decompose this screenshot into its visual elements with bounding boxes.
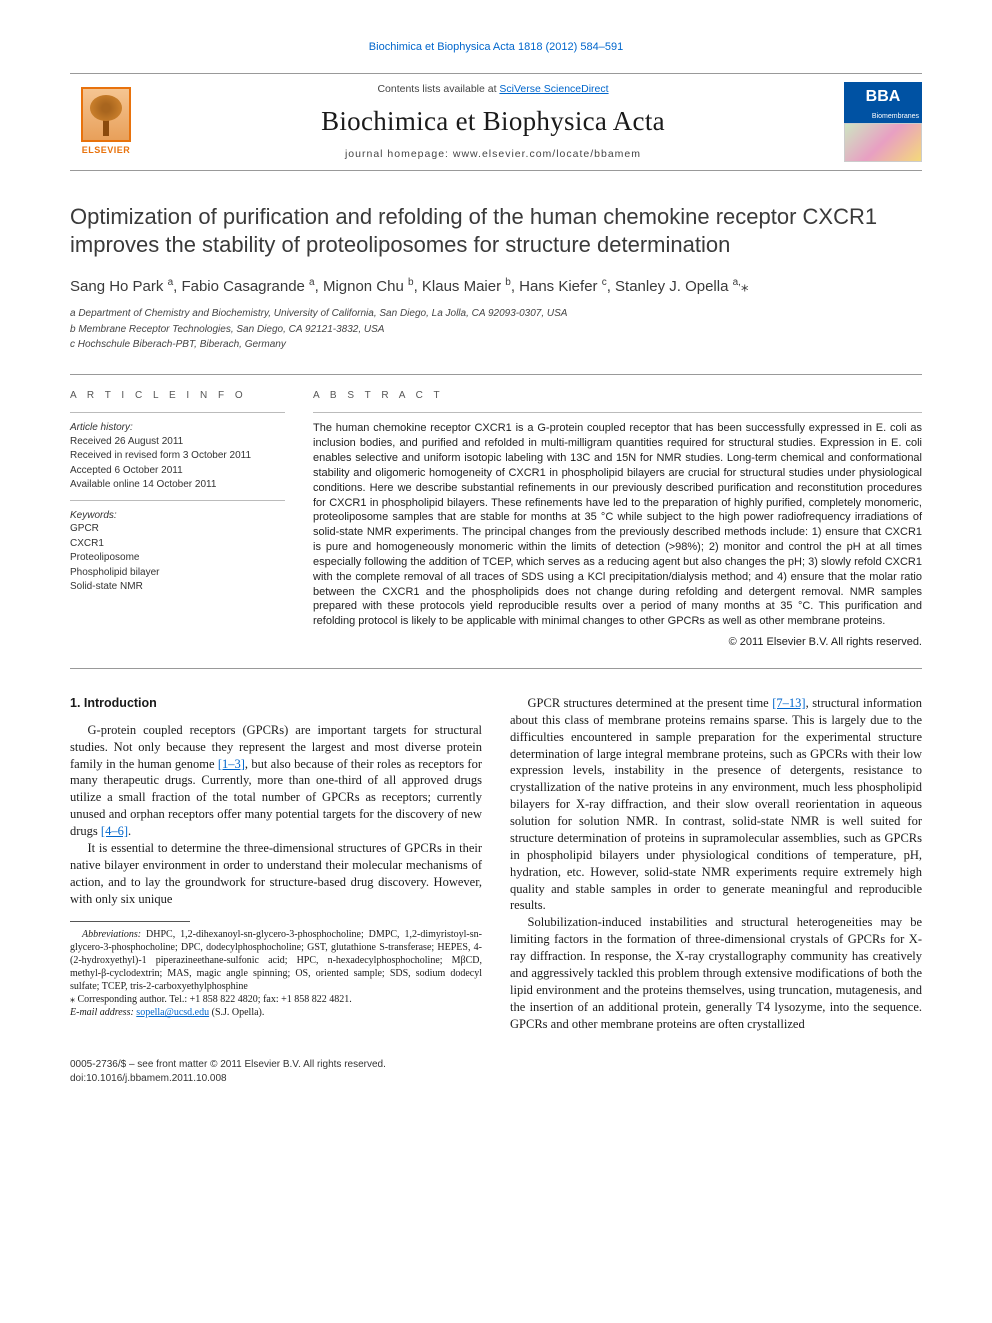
issue-reference[interactable]: Biochimica et Biophysica Acta 1818 (2012… xyxy=(70,40,922,55)
email-tail: (S.J. Opella). xyxy=(209,1007,264,1018)
paragraph: Solubilization-induced instabilities and… xyxy=(510,914,922,1032)
sciverse-link[interactable]: SciVerse ScienceDirect xyxy=(499,83,608,95)
history-item: Accepted 6 October 2011 xyxy=(70,464,285,478)
email-line: E-mail address: sopella@ucsd.edu (S.J. O… xyxy=(70,1006,482,1019)
elsevier-label: ELSEVIER xyxy=(82,144,131,156)
history-label: Article history: xyxy=(70,421,285,435)
email-link[interactable]: sopella@ucsd.edu xyxy=(136,1007,209,1018)
tree-icon xyxy=(81,87,131,142)
email-label: E-mail address: xyxy=(70,1007,136,1018)
info-abstract-row: A R T I C L E I N F O Article history: R… xyxy=(70,374,922,650)
abstract: A B S T R A C T The human chemokine rece… xyxy=(313,389,922,650)
corresponding-author: ⁎ Corresponding author. Tel.: +1 858 822… xyxy=(70,993,482,1006)
footer-doi: doi:10.1016/j.bbamem.2011.10.008 xyxy=(70,1072,922,1086)
journal-title: Biochimica et Biophysica Acta xyxy=(152,103,834,139)
citation-link[interactable]: [4–6] xyxy=(101,824,128,838)
article-info: A R T I C L E I N F O Article history: R… xyxy=(70,389,285,650)
affiliation: b Membrane Receptor Technologies, San Di… xyxy=(70,323,922,337)
page-footer: 0005-2736/$ – see front matter © 2011 El… xyxy=(70,1058,922,1085)
paragraph: It is essential to determine the three-d… xyxy=(70,840,482,908)
sciverse-prefix: Contents lists available at xyxy=(377,83,499,95)
text-run: , structural information about this clas… xyxy=(510,696,922,913)
history-item: Received in revised form 3 October 2011 xyxy=(70,449,285,463)
bba-cover-icon: BBA Biomembranes xyxy=(844,82,922,162)
keywords-label: Keywords: xyxy=(70,509,285,523)
bba-sub: Biomembranes xyxy=(844,112,922,123)
section-heading: 1. Introduction xyxy=(70,695,482,712)
article-info-heading: A R T I C L E I N F O xyxy=(70,389,285,403)
footnotes: Abbreviations: DHPC, 1,2-dihexanoyl-sn-g… xyxy=(70,928,482,1019)
journal-homepage: journal homepage: www.elsevier.com/locat… xyxy=(152,147,834,161)
author-list: Sang Ho Park a, Fabio Casagrande a, Mign… xyxy=(70,276,922,297)
article-title: Optimization of purification and refoldi… xyxy=(70,203,922,260)
abstract-heading: A B S T R A C T xyxy=(313,389,922,403)
authors-inline: Sang Ho Park a, Fabio Casagrande a, Mign… xyxy=(70,278,741,295)
paragraph: GPCR structures determined at the presen… xyxy=(510,695,922,914)
affiliation: c Hochschule Biberach-PBT, Biberach, Ger… xyxy=(70,338,922,352)
keyword: Phospholipid bilayer xyxy=(70,566,285,580)
footnote-rule xyxy=(70,921,190,922)
history-item: Received 26 August 2011 xyxy=(70,435,285,449)
corr-star-icon: ⁎ xyxy=(741,278,749,295)
section-rule xyxy=(70,668,922,669)
text-run: . xyxy=(128,824,131,838)
keyword: GPCR xyxy=(70,522,285,536)
masthead: ELSEVIER Contents lists available at Sci… xyxy=(70,73,922,171)
abbreviations: Abbreviations: DHPC, 1,2-dihexanoyl-sn-g… xyxy=(70,928,482,993)
bba-label: BBA xyxy=(844,82,922,112)
abbrev-label: Abbreviations: xyxy=(82,929,141,940)
bba-cover-art xyxy=(844,123,922,162)
keyword: Proteoliposome xyxy=(70,551,285,565)
text-run: GPCR structures determined at the presen… xyxy=(528,696,773,710)
masthead-center: Contents lists available at SciVerse Sci… xyxy=(152,82,834,161)
sciverse-line: Contents lists available at SciVerse Sci… xyxy=(152,82,834,96)
paragraph: G-protein coupled receptors (GPCRs) are … xyxy=(70,722,482,840)
affiliations: a Department of Chemistry and Biochemist… xyxy=(70,307,922,352)
abstract-copyright: © 2011 Elsevier B.V. All rights reserved… xyxy=(313,635,922,650)
body-columns: 1. Introduction G-protein coupled recept… xyxy=(70,695,922,1033)
citation-link[interactable]: [1–3] xyxy=(218,757,245,771)
history-item: Available online 14 October 2011 xyxy=(70,478,285,492)
keyword: Solid-state NMR xyxy=(70,580,285,594)
affiliation: a Department of Chemistry and Biochemist… xyxy=(70,307,922,321)
footer-line: 0005-2736/$ – see front matter © 2011 El… xyxy=(70,1058,922,1072)
abstract-text: The human chemokine receptor CXCR1 is a … xyxy=(313,421,922,629)
citation-link[interactable]: [7–13] xyxy=(772,696,805,710)
keyword: CXCR1 xyxy=(70,537,285,551)
elsevier-logo: ELSEVIER xyxy=(70,82,142,162)
